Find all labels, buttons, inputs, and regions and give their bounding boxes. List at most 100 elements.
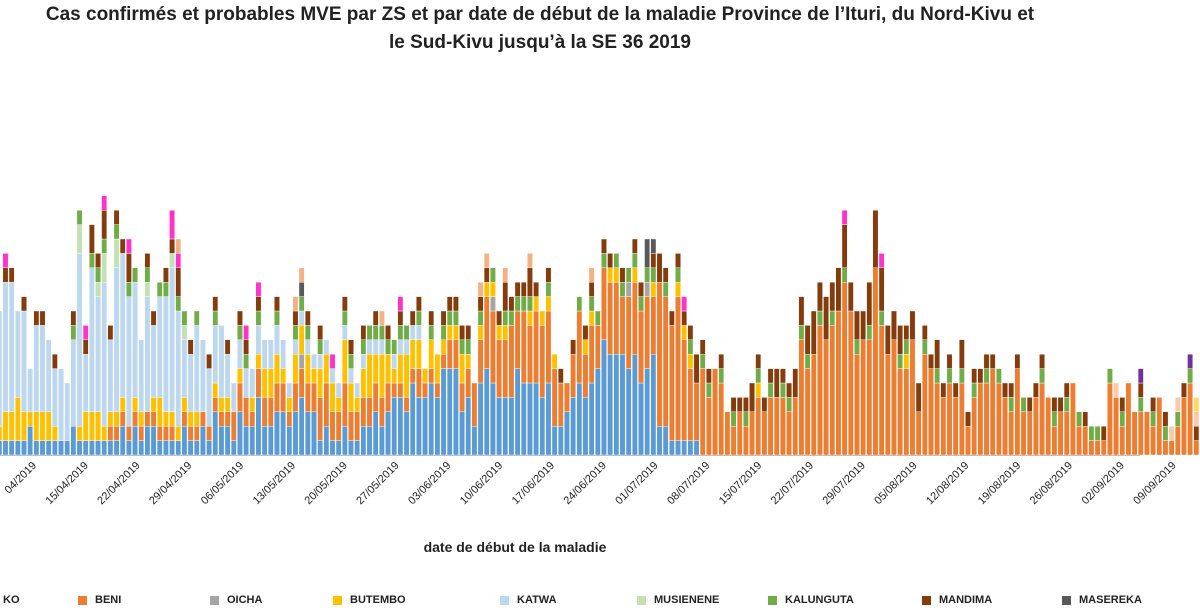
bar-segment-mandima <box>212 296 219 312</box>
bar-segment-musienene <box>181 325 188 340</box>
bar-segment-kalunguta <box>76 209 83 225</box>
bar-segment-mandima <box>650 253 657 268</box>
bar-segment-mandima <box>854 310 860 340</box>
bar-segment-alimbongo <box>1193 397 1200 412</box>
bar-segment-kalunguta <box>1051 411 1058 427</box>
bar-segment-katwa <box>45 339 52 412</box>
bar-segment-mandima <box>545 267 552 283</box>
bar-segment-butembo <box>95 411 101 441</box>
bar-segment-mabalako <box>354 440 361 456</box>
bar-segment-beni <box>1187 382 1193 456</box>
bar-segment-kalunguta <box>255 310 262 326</box>
bar-segment-butembo <box>354 397 361 412</box>
bar-segment-beni <box>144 411 151 427</box>
x-tick-label: 09/09/2019 <box>1131 460 1178 507</box>
x-tick-label: 17/06/2019 <box>510 460 557 507</box>
bar-segment-beni <box>958 382 965 456</box>
bar-segment-mabalako <box>317 440 324 456</box>
bar-segment-butembo <box>453 325 459 340</box>
x-tick-label: 15/07/2019 <box>717 460 764 507</box>
bar-segment-katwa <box>95 296 101 413</box>
bar-segment-butembo <box>502 325 509 340</box>
bar-segment-beni <box>1119 426 1126 456</box>
bar-segment-musienene <box>169 253 175 268</box>
bar-segment-mabalako <box>274 411 280 456</box>
bar-segment-mabalako <box>366 426 373 456</box>
bar-segment-katwa <box>21 310 27 413</box>
bar-segment-mandima <box>631 238 638 254</box>
bar-segment-mandima <box>1193 426 1200 441</box>
bar-segment-kalunguta <box>348 354 354 369</box>
bar-segment-mandima <box>440 310 447 326</box>
bar-segment-beni <box>459 382 465 412</box>
bar-segment-mabalako <box>372 411 379 456</box>
legend-swatch <box>500 595 509 605</box>
bar-segment-mandima <box>520 282 527 297</box>
legend-swatch <box>333 595 342 605</box>
bar-segment-mabalako <box>169 440 175 456</box>
bar-segment-mabalako <box>471 426 478 456</box>
bar-segment-mandima <box>903 325 910 340</box>
bar-segment-mandima <box>638 282 644 297</box>
bar-segment-mabalako <box>323 426 330 456</box>
bar-segment-beni <box>1020 411 1027 456</box>
bar-segment-oicha <box>644 282 651 297</box>
bar-segment-beni <box>730 426 737 456</box>
x-tick-label: 15/04/2019 <box>44 460 91 507</box>
bar-segment-beni <box>780 397 786 456</box>
bar-segment-butembo <box>428 339 435 369</box>
bar-segment-beni <box>126 426 132 441</box>
bar-segment-beni <box>329 411 336 441</box>
bar-segment-mandima <box>872 209 879 268</box>
bar-segment-butembo <box>446 325 453 340</box>
bar-segment-beni <box>138 426 145 441</box>
bar-segment-beni <box>743 426 749 456</box>
bar-segment-mabalako <box>638 382 644 456</box>
bar-segment-mandima <box>835 267 842 312</box>
bar-segment-katwa <box>341 325 348 340</box>
bar-segment-butembo <box>2 411 9 441</box>
bar-segment-katwa <box>52 368 58 427</box>
legend-item-beni: BENI <box>78 590 121 610</box>
bar-segment-kalunguta <box>514 296 521 312</box>
bar-segment-mabalako <box>138 440 145 456</box>
bar-segment-kalunguta <box>1187 368 1193 384</box>
bar-segment-butembo <box>14 397 21 441</box>
bar-segment-beni <box>354 411 361 441</box>
bar-segment-kalunguta <box>662 282 669 297</box>
bar-segment-mabalako <box>527 382 533 456</box>
bar-segment-beni <box>169 426 175 441</box>
bar-segment-mabalako <box>693 440 700 456</box>
bar-segment-kalunguta <box>95 267 101 283</box>
bar-segment-mabalako <box>440 368 447 456</box>
x-tick-label: 22/07/2019 <box>769 460 816 507</box>
bar-segment-mabalako <box>687 440 694 456</box>
bar-segment-mandima <box>446 296 453 312</box>
bar-segment-beni <box>323 382 330 427</box>
bar-segment-katwa <box>298 310 305 326</box>
bar-segment-katwa <box>249 368 256 398</box>
bar-segment-butembo <box>107 411 114 427</box>
x-tick-label: 03/06/2019 <box>406 460 453 507</box>
bar-segment-butembo <box>181 397 188 412</box>
bar-segment-beni <box>786 411 792 456</box>
bar-segment-mabalako <box>656 426 663 456</box>
bar-segment-mandima <box>206 354 212 369</box>
bar-segment-beni <box>292 382 299 412</box>
bar-segment-nyiragongo <box>1187 354 1193 369</box>
bar-segment-beni <box>706 397 712 456</box>
legend-swatch <box>768 595 777 605</box>
legend-item-kalunguta: KALUNGUTA <box>768 590 854 610</box>
bar-segment-beni <box>360 397 367 427</box>
bar-segment-beni <box>878 325 885 456</box>
bar-segment-beni <box>551 368 558 427</box>
bar-segment-katwa <box>132 282 138 398</box>
bar-segment-beni <box>187 426 194 441</box>
bar-segment-beni <box>465 368 472 398</box>
bar-segment-beni <box>940 397 947 456</box>
bar-segment-mutwanga <box>243 325 249 340</box>
bar-segment-kalunguta <box>193 310 200 326</box>
bar-segment-mabalako <box>304 411 311 456</box>
bar-segment-mandima <box>1181 382 1187 398</box>
bar-segment-mabalako <box>360 426 367 456</box>
